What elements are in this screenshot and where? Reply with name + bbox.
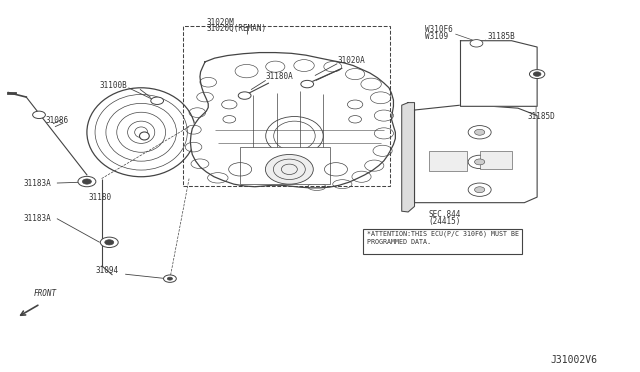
Text: 31185D: 31185D xyxy=(527,112,556,121)
Text: W310F6: W310F6 xyxy=(426,25,453,34)
Circle shape xyxy=(168,277,173,280)
Circle shape xyxy=(533,72,541,76)
Bar xyxy=(479,151,511,169)
Text: 31020M: 31020M xyxy=(206,18,234,27)
Text: 31020Q(REMAN): 31020Q(REMAN) xyxy=(206,24,266,33)
Text: W3109: W3109 xyxy=(426,32,449,41)
Text: J31002V6: J31002V6 xyxy=(551,355,598,365)
Circle shape xyxy=(468,155,491,169)
Circle shape xyxy=(468,183,491,196)
Text: *ATTENTION:THIS ECU(P/C 310F6) MUST BE
PROGRAMMED DATA.: *ATTENTION:THIS ECU(P/C 310F6) MUST BE P… xyxy=(367,231,519,246)
Polygon shape xyxy=(415,105,537,203)
Text: 31180A: 31180A xyxy=(266,72,294,81)
Circle shape xyxy=(301,80,314,88)
Text: 31094: 31094 xyxy=(95,266,118,275)
Circle shape xyxy=(474,187,484,193)
Bar xyxy=(429,151,467,171)
Ellipse shape xyxy=(140,132,149,140)
Circle shape xyxy=(83,179,92,184)
Text: 31180: 31180 xyxy=(89,193,112,202)
Circle shape xyxy=(529,70,545,78)
Circle shape xyxy=(474,129,484,135)
Text: 31086: 31086 xyxy=(45,116,68,125)
Circle shape xyxy=(468,126,491,139)
Circle shape xyxy=(105,240,114,245)
Bar xyxy=(364,229,522,254)
Circle shape xyxy=(78,176,96,187)
Text: 31183A: 31183A xyxy=(23,179,51,187)
Circle shape xyxy=(474,159,484,165)
Polygon shape xyxy=(461,41,537,106)
Circle shape xyxy=(238,92,251,99)
Circle shape xyxy=(164,275,176,282)
Polygon shape xyxy=(190,52,396,188)
Text: SEC.844: SEC.844 xyxy=(428,211,461,219)
Text: FRONT: FRONT xyxy=(34,289,57,298)
Text: 31020A: 31020A xyxy=(338,56,365,65)
Circle shape xyxy=(100,237,118,247)
Polygon shape xyxy=(402,103,415,212)
Ellipse shape xyxy=(87,88,195,177)
Circle shape xyxy=(470,39,483,47)
Bar xyxy=(240,147,330,184)
Text: (24415): (24415) xyxy=(428,217,461,226)
Circle shape xyxy=(151,97,164,105)
Ellipse shape xyxy=(266,154,314,184)
Text: 31183A: 31183A xyxy=(23,214,51,223)
Text: 31100B: 31100B xyxy=(100,81,127,90)
Text: 31185B: 31185B xyxy=(487,32,515,41)
Circle shape xyxy=(33,111,45,119)
Bar xyxy=(182,26,390,186)
